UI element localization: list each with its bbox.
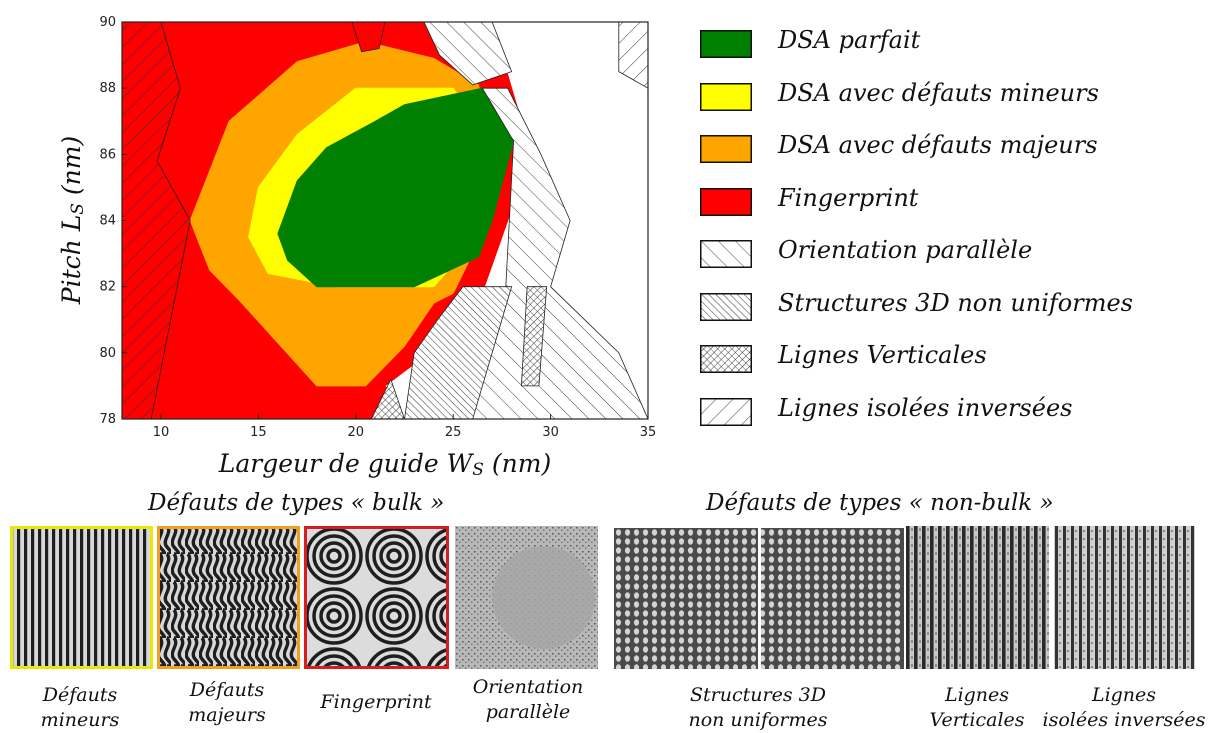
legend-swatch [700, 240, 752, 268]
sample-caption: Défauts majeurs [137, 678, 317, 728]
x-tick-label: 30 [542, 425, 559, 440]
y-tick-label: 86 [99, 147, 116, 162]
legend-item: DSA avec défauts majeurs [700, 129, 1220, 169]
sample-image-bulk [455, 526, 598, 669]
overlay-fingerprint [351, 22, 386, 53]
legend-item: Structures 3D non uniformes [700, 287, 1220, 327]
caption-line: mineurs [40, 709, 120, 731]
caption-line: non uniformes [688, 709, 828, 731]
y-tick-label: 78 [99, 412, 116, 427]
legend-swatch [700, 30, 752, 58]
y-tick-label: 88 [99, 81, 116, 96]
caption-line: Défauts [42, 684, 118, 706]
caption-line: isolées inversées [1042, 709, 1206, 731]
overlay-lignes-isolees-inversees [122, 22, 191, 419]
legend-item: DSA parfait [700, 24, 1220, 64]
legend-swatch [700, 292, 752, 321]
caption-line: Orientation [472, 676, 584, 698]
y-tick-label: 80 [99, 346, 116, 361]
sample-caption: Défauts mineurs [0, 683, 170, 733]
caption-line: Verticales [929, 709, 1025, 731]
legend-label: Lignes Verticales [778, 341, 987, 369]
legend-label: Structures 3D non uniformes [778, 288, 1133, 317]
legend-swatch [700, 187, 752, 216]
sample-image-bulk [304, 526, 449, 669]
y-tick-label: 82 [99, 280, 116, 295]
legend-item: DSA avec défauts mineurs [700, 77, 1220, 117]
x-tick-label: 20 [348, 425, 365, 440]
legend-label: Orientation parallèle [778, 236, 1033, 264]
y-axis-title: Pitch LS (nm) [57, 136, 88, 305]
caption-line: majeurs [188, 704, 266, 726]
overlay-orientation-parallele [423, 22, 513, 86]
x-tick-label: 35 [640, 425, 657, 440]
sample-image-nonbulk [906, 526, 1049, 669]
bulk-group-title: Défauts de types « bulk » [148, 490, 445, 516]
sample-image-bulk [157, 526, 300, 669]
sample-caption: Structures 3D non uniformes [668, 683, 848, 733]
sample-image-bulk [10, 526, 153, 669]
caption-line: Structures 3D [690, 684, 826, 706]
x-tick-label: 25 [445, 425, 462, 440]
sample-caption: Fingerprint [286, 690, 466, 715]
legend-swatch [700, 135, 752, 163]
legend-item: Orientation parallèle [700, 234, 1220, 274]
overlay-lignes-verticales [520, 286, 548, 387]
nonbulk-group-title: Défauts de types « non-bulk » [706, 490, 1054, 516]
sample-image-nonbulk [1054, 526, 1195, 669]
caption-line: Fingerprint [320, 691, 432, 713]
sample-image-nonbulk [614, 528, 904, 669]
legend-label: DSA avec défauts mineurs [778, 78, 1099, 107]
caption-line: Défauts [189, 679, 265, 701]
overlay-orientation-parallele [472, 87, 648, 419]
plot-area [122, 22, 648, 419]
legend-item: Fingerprint [700, 182, 1220, 222]
x-tick-label: 15 [250, 425, 267, 440]
sample-caption: Lignes Verticales [887, 683, 1067, 733]
sample-caption: Lignes isolées inversées [1034, 683, 1214, 733]
legend-label: Fingerprint [778, 183, 919, 212]
legend-swatch [700, 82, 752, 111]
overlay-lignes-verticales [370, 378, 405, 419]
axis-ticks: 10 15 20 25 30 35 78 80 82 84 86 88 90 [99, 15, 656, 440]
y-tick-label: 90 [99, 15, 116, 30]
legend-item: Lignes Verticales [700, 339, 1220, 379]
sample-caption: Orientation parallèle [438, 675, 618, 725]
legend-label: Lignes isolées inversées [778, 393, 1073, 422]
caption-line: parallèle [485, 701, 571, 723]
caption-line: Lignes [944, 684, 1010, 706]
legend-swatch [700, 345, 752, 373]
legend-label: DSA parfait [778, 26, 921, 54]
overlay-lignes-isolees-inversees [618, 22, 648, 89]
legend-label: DSA avec défauts majeurs [778, 131, 1098, 159]
x-axis-title: Largeur de guide WS (nm) [218, 449, 551, 480]
y-tick-label: 84 [99, 214, 116, 229]
caption-line: Lignes [1091, 684, 1157, 706]
legend-item: Lignes isolées inversées [700, 392, 1220, 432]
legend-swatch [700, 397, 752, 426]
x-tick-label: 10 [153, 425, 170, 440]
overlay-structures-3d-non-uniformes [404, 286, 513, 419]
